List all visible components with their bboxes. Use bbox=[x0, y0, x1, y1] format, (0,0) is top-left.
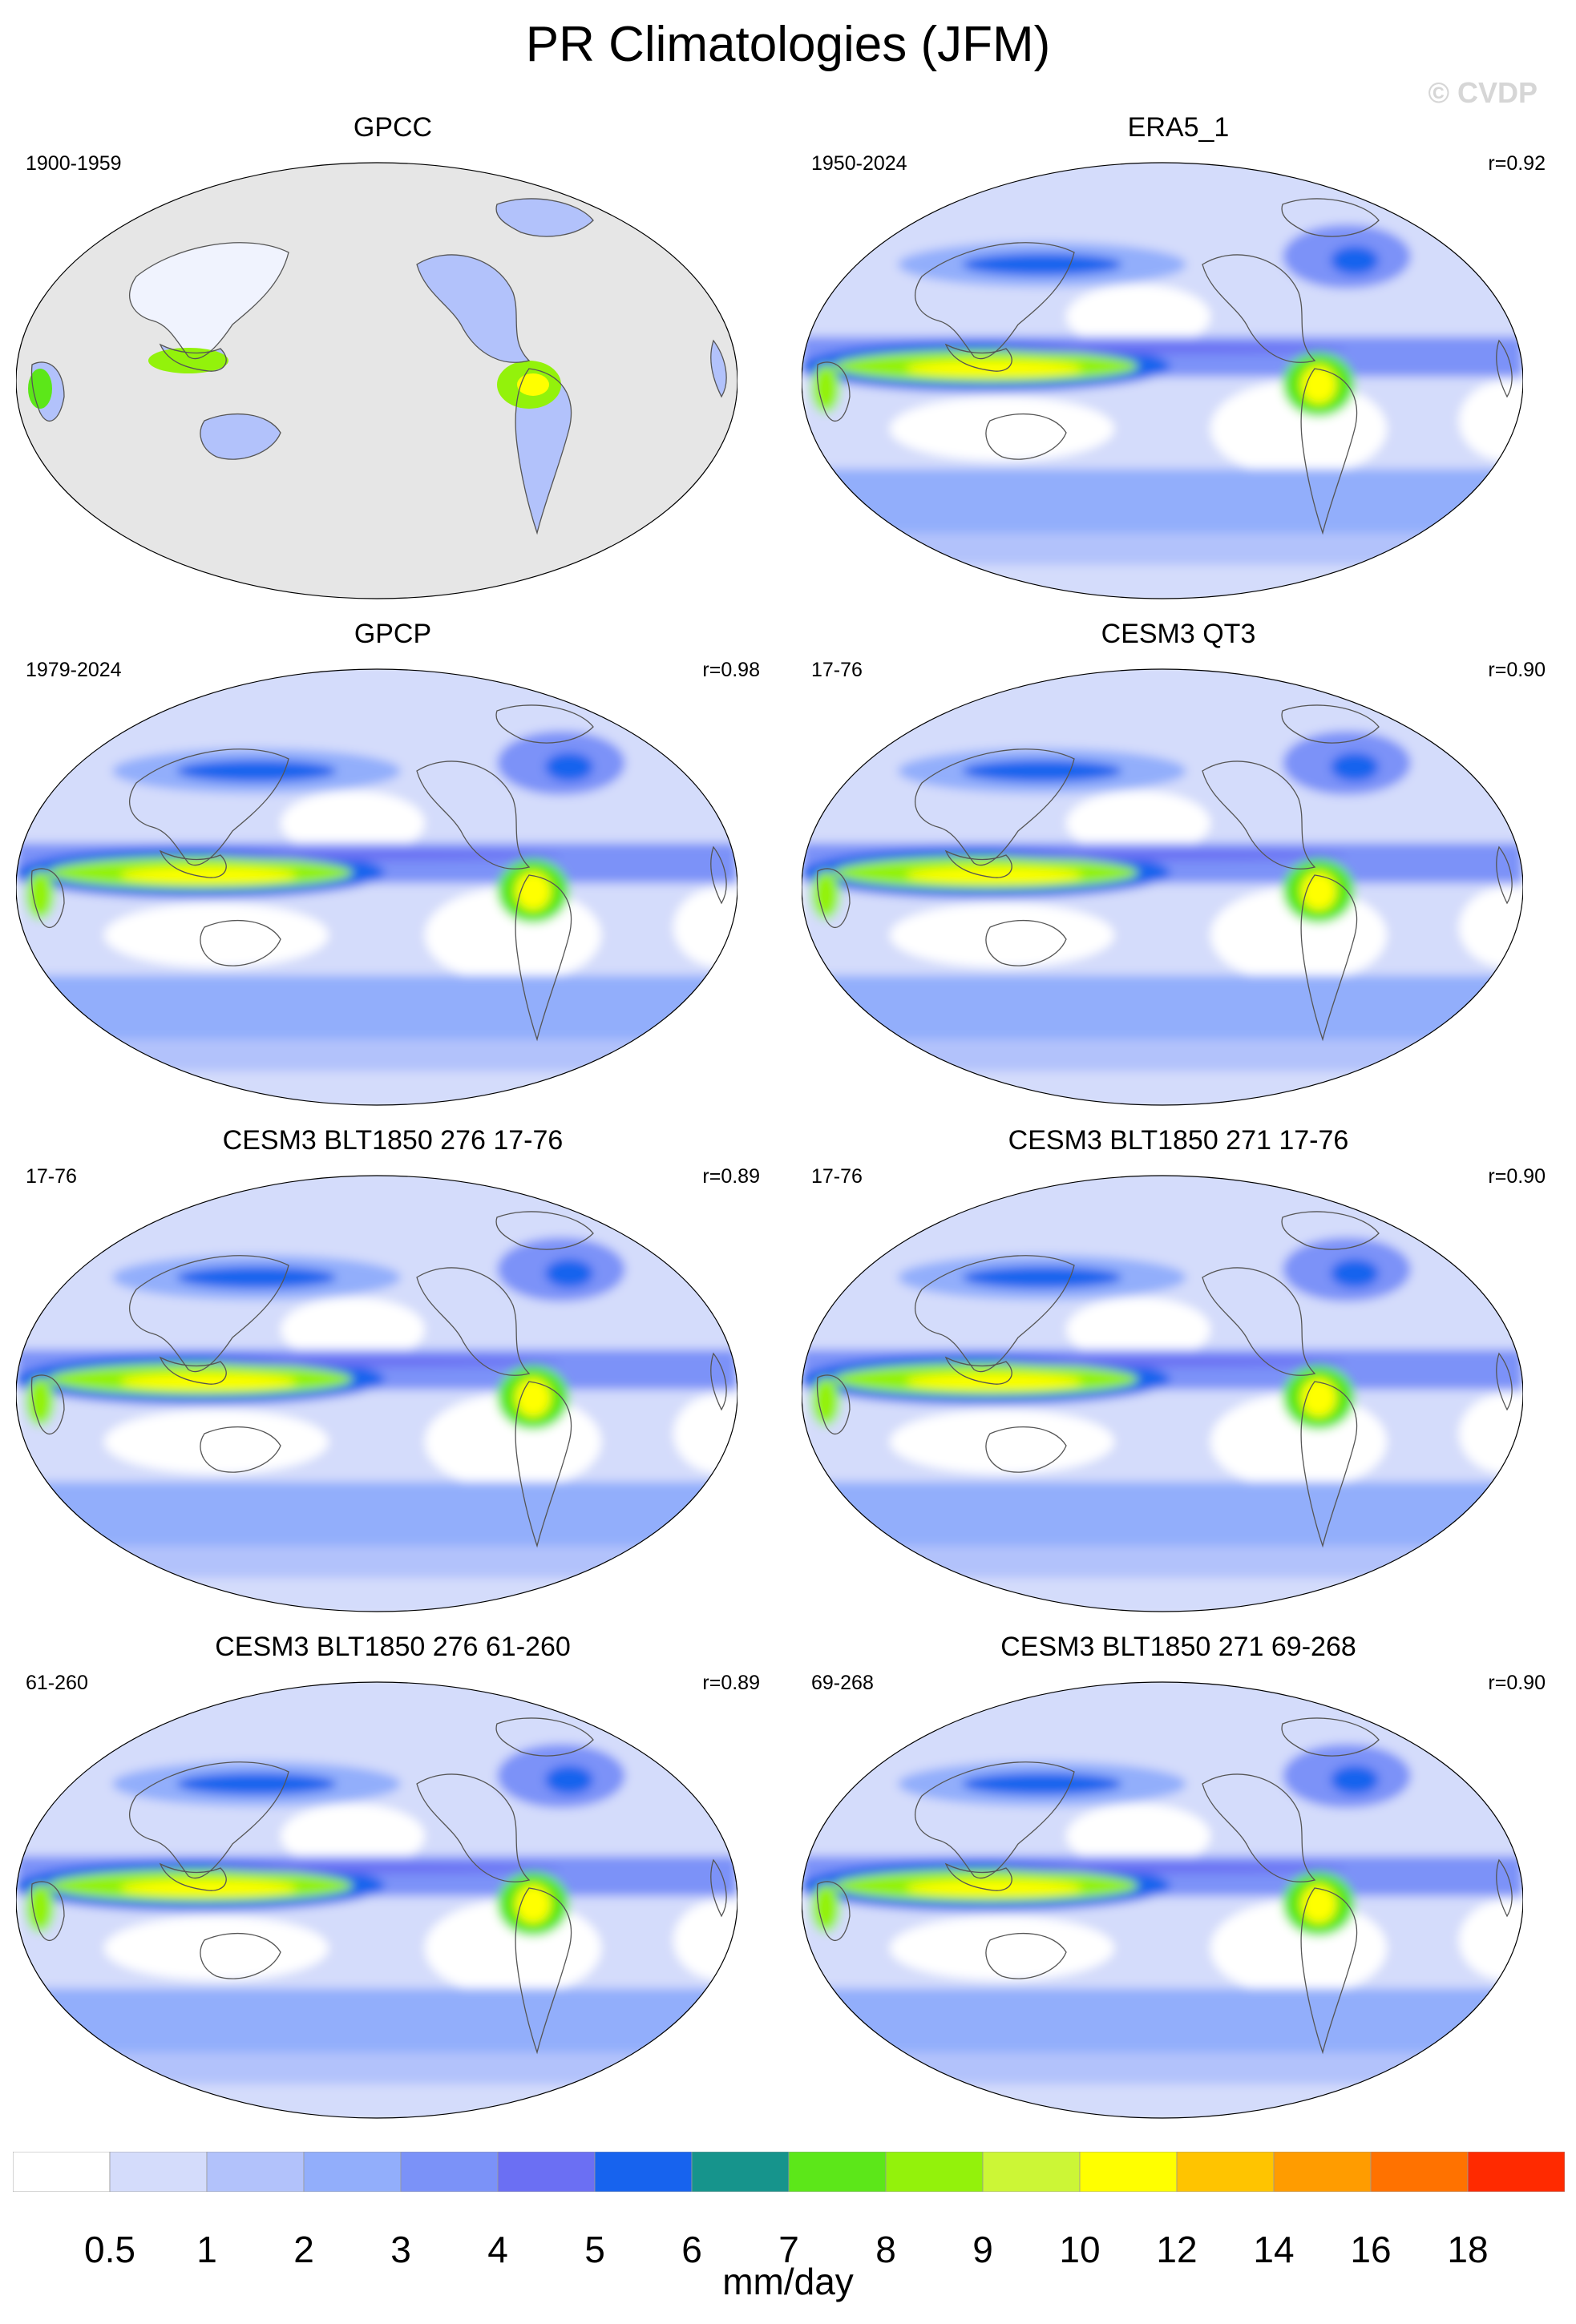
map-panel: CESM3 BLT1850 271 69-268 69-268 r=0.90 bbox=[802, 1632, 1555, 2144]
map-panel: CESM3 BLT1850 276 61-260 61-260 r=0.89 bbox=[16, 1632, 770, 2144]
colorbar-units: mm/day bbox=[722, 2261, 854, 2302]
panel-title: ERA5_1 bbox=[1127, 112, 1230, 143]
colorbar-swatch bbox=[13, 2152, 111, 2192]
colorbar-labels: 0.5 1 2 3 4 5 6 7 8 9 10 12 14 16 18 bbox=[13, 2228, 1565, 2270]
colorbar-swatch bbox=[206, 2152, 305, 2192]
map-frame bbox=[802, 1175, 1523, 1612]
panel-period: 1900-1959 bbox=[26, 152, 122, 175]
panel-period: 61-260 bbox=[26, 1672, 88, 1694]
colorbar-swatch bbox=[1176, 2152, 1275, 2192]
colorbar-swatch bbox=[788, 2152, 887, 2192]
precip-field bbox=[802, 1176, 1523, 1612]
panel-title: GPCC bbox=[353, 112, 433, 143]
precip-field bbox=[802, 163, 1523, 599]
map-panel: CESM3 BLT1850 276 17-76 17-76 r=0.89 bbox=[16, 1125, 770, 1638]
coastlines bbox=[30, 198, 727, 535]
colorbar-tick-label: 7 bbox=[778, 2229, 799, 2270]
panel-period: 17-76 bbox=[811, 659, 863, 681]
precip-map bbox=[16, 668, 737, 1106]
map-frame bbox=[16, 1175, 737, 1612]
panel-correlation: r=0.90 bbox=[1488, 659, 1546, 681]
colorbar-tick-label: 2 bbox=[293, 2229, 314, 2270]
panel-correlation: r=0.90 bbox=[1488, 1672, 1546, 1694]
panel-period: 17-76 bbox=[26, 1165, 77, 1188]
precip-field bbox=[16, 163, 737, 599]
precip-field bbox=[16, 669, 737, 1105]
precip-map bbox=[802, 162, 1523, 599]
colorbar-swatch bbox=[1467, 2152, 1565, 2192]
map-frame bbox=[802, 162, 1523, 599]
panel-title: CESM3 BLT1850 271 17-76 bbox=[1008, 1125, 1349, 1156]
colorbar-tick-label: 1 bbox=[196, 2229, 217, 2270]
precip-map bbox=[16, 1681, 737, 2119]
colorbar-swatch bbox=[109, 2152, 208, 2192]
panel-period: 1979-2024 bbox=[26, 659, 122, 681]
panel-title: CESM3 BLT1850 271 69-268 bbox=[1000, 1632, 1356, 1662]
coastlines bbox=[30, 704, 727, 1042]
colorbar-swatch bbox=[982, 2152, 1081, 2192]
panel-period: 1950-2024 bbox=[811, 152, 907, 175]
colorbar-tick-label: 14 bbox=[1253, 2229, 1295, 2270]
figure-title: PR Climatologies (JFM) bbox=[525, 17, 1051, 72]
colorbar-tick-label: 3 bbox=[390, 2229, 411, 2270]
map-panel: GPCP 1979-2024 r=0.98 bbox=[16, 619, 770, 1132]
map-panel: ERA5_1 1950-2024 r=0.92 bbox=[802, 112, 1555, 625]
colorbar bbox=[13, 2152, 1565, 2192]
panel-period: 17-76 bbox=[811, 1165, 863, 1188]
map-panel: CESM3 QT3 17-76 r=0.90 bbox=[802, 619, 1555, 1132]
panel-title: CESM3 BLT1850 276 61-260 bbox=[215, 1632, 571, 1662]
colorbar-swatch bbox=[1370, 2152, 1469, 2192]
coastlines bbox=[30, 1211, 727, 1548]
colorbar-tick-label: 16 bbox=[1350, 2229, 1392, 2270]
coastlines bbox=[816, 1717, 1513, 2055]
precip-map bbox=[16, 162, 737, 599]
panel-title: CESM3 BLT1850 276 17-76 bbox=[222, 1125, 564, 1156]
map-panel: CESM3 BLT1850 271 17-76 17-76 r=0.90 bbox=[802, 1125, 1555, 1638]
panel-correlation: r=0.98 bbox=[702, 659, 760, 681]
panel-period: 69-268 bbox=[811, 1672, 874, 1694]
colorbar-swatch bbox=[691, 2152, 790, 2192]
colorbar-tick-label: 5 bbox=[584, 2229, 605, 2270]
panel-title: CESM3 QT3 bbox=[1101, 619, 1256, 649]
panel-correlation: r=0.89 bbox=[702, 1165, 760, 1188]
precip-field bbox=[802, 669, 1523, 1105]
colorbar-tick-label: 12 bbox=[1156, 2229, 1198, 2270]
colorbar-swatch bbox=[400, 2152, 499, 2192]
panel-correlation: r=0.89 bbox=[702, 1672, 760, 1694]
colorbar-tick-label: 18 bbox=[1447, 2229, 1489, 2270]
colorbar-tick-label: 9 bbox=[972, 2229, 993, 2270]
colorbar-tick-label: 6 bbox=[681, 2229, 702, 2270]
colorbar-tick-label: 10 bbox=[1059, 2229, 1101, 2270]
map-frame bbox=[802, 1681, 1523, 2119]
colorbar-tick-label: 4 bbox=[487, 2229, 508, 2270]
colorbar-swatch bbox=[303, 2152, 402, 2192]
colorbar-swatch bbox=[497, 2152, 596, 2192]
panel-correlation: r=0.92 bbox=[1488, 152, 1546, 175]
colorbar-swatch bbox=[1273, 2152, 1372, 2192]
precip-map bbox=[802, 668, 1523, 1106]
precip-map bbox=[802, 1681, 1523, 2119]
coastlines bbox=[816, 704, 1513, 1042]
precip-field bbox=[16, 1682, 737, 2118]
colorbar-swatch bbox=[594, 2152, 693, 2192]
coastlines bbox=[816, 198, 1513, 535]
colorbar-tick-label: 0.5 bbox=[84, 2229, 135, 2270]
map-panel: GPCC 1900-1959 bbox=[16, 112, 770, 625]
watermark: © CVDP bbox=[1428, 76, 1538, 109]
colorbar-swatch bbox=[1079, 2152, 1178, 2192]
coastlines bbox=[30, 1717, 727, 2055]
panel-title: GPCP bbox=[354, 619, 432, 649]
precip-field bbox=[16, 1176, 737, 1612]
colorbar-swatch bbox=[885, 2152, 984, 2192]
coastlines bbox=[816, 1211, 1513, 1548]
map-frame bbox=[802, 668, 1523, 1106]
map-frame bbox=[16, 1681, 737, 2119]
precip-field bbox=[802, 1682, 1523, 2118]
colorbar-tick-label: 8 bbox=[875, 2229, 896, 2270]
precip-map bbox=[802, 1175, 1523, 1612]
map-frame bbox=[16, 162, 737, 599]
precip-map bbox=[16, 1175, 737, 1612]
map-frame bbox=[16, 668, 737, 1106]
panel-correlation: r=0.90 bbox=[1488, 1165, 1546, 1188]
